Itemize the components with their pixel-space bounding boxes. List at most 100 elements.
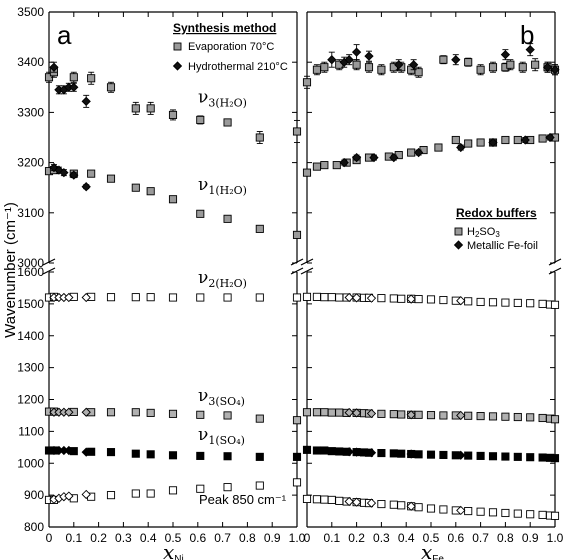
- data-point-diamond: [339, 157, 349, 168]
- legend-item-label-part: SO: [479, 226, 495, 238]
- data-point-square: [292, 452, 302, 461]
- data-point-diamond: [351, 408, 362, 418]
- x-axis-label: xFe: [421, 540, 444, 560]
- data-point-diamond: [64, 445, 74, 456]
- x-tick-label: 0.4: [398, 531, 415, 545]
- band-label: ν1(SO₄): [198, 425, 245, 447]
- data-point-square: [526, 299, 535, 308]
- data-point-square: [168, 451, 178, 460]
- panel-a-axis-break-mark: [290, 267, 304, 275]
- data-point-square: [146, 187, 155, 196]
- data-point-square: [501, 298, 510, 307]
- data-point-square: [255, 133, 264, 142]
- data-point-square: [476, 65, 485, 74]
- data-point-diamond: [500, 50, 511, 60]
- data-point-diamond: [413, 147, 424, 158]
- data-point-diamond: [545, 132, 555, 143]
- data-point-square: [513, 298, 522, 307]
- data-point-square: [106, 408, 116, 417]
- data-point-square: [131, 293, 140, 302]
- data-points: [44, 43, 560, 520]
- data-point-diamond: [456, 450, 466, 460]
- data-point-square: [146, 450, 155, 459]
- data-point-diamond: [344, 496, 354, 507]
- data-point-square: [87, 169, 96, 178]
- x-tick-label: 0.9: [522, 531, 539, 545]
- x-tick-label: 0.3: [373, 531, 390, 545]
- data-point-square: [526, 453, 535, 462]
- data-point-square: [526, 510, 535, 519]
- data-point-square: [513, 452, 522, 461]
- data-point-diamond: [351, 497, 362, 507]
- y-tick-label: 1100: [18, 424, 44, 438]
- legend-item-label-part: 3: [495, 230, 500, 239]
- legend-item-label-part: 2: [475, 230, 480, 239]
- data-point-square: [223, 483, 232, 492]
- data-point-square: [377, 449, 386, 458]
- data-point-square: [513, 509, 522, 518]
- data-point-square: [302, 445, 312, 454]
- data-point-square: [292, 230, 302, 239]
- data-point-square: [292, 416, 302, 425]
- data-point-diamond: [550, 65, 560, 75]
- data-point-square: [464, 58, 473, 67]
- data-point-square: [439, 411, 448, 420]
- data-point-square: [196, 293, 205, 302]
- data-point-square: [196, 451, 205, 460]
- data-point-square: [292, 478, 302, 487]
- data-point-square: [464, 297, 473, 306]
- data-point-square: [550, 300, 560, 309]
- data-point-square: [476, 507, 485, 516]
- data-point-square: [312, 446, 321, 455]
- data-point-square: [335, 496, 344, 505]
- data-point-square: [513, 412, 522, 422]
- data-point-square: [168, 409, 178, 418]
- data-point-square: [501, 135, 510, 145]
- panel-b-axis-break-mark: [300, 258, 314, 266]
- x-tick-label: 0.7: [472, 531, 489, 545]
- x-tick-label: 1.0: [547, 531, 564, 545]
- data-point-square: [131, 408, 140, 417]
- data-point-diamond: [366, 448, 377, 458]
- data-point-square: [335, 293, 344, 302]
- y-tick-label: 1000: [17, 456, 44, 470]
- data-point-square: [292, 293, 302, 302]
- data-point-square: [389, 500, 398, 509]
- text-labels: 3000310032003300340035008009001000110012…: [2, 5, 564, 560]
- data-point-diamond: [351, 293, 362, 303]
- series-metallic-fe-foil-v1-so4-: [344, 447, 466, 460]
- series-evaporation-70-c-v3-h2o-: [44, 66, 302, 144]
- data-point-square: [550, 454, 560, 463]
- data-point-square: [69, 73, 78, 82]
- x-tick-label: 0.4: [140, 531, 157, 545]
- data-point-square: [255, 224, 264, 233]
- data-point-square: [320, 293, 329, 302]
- y-tick-label: 3400: [17, 55, 44, 69]
- data-point-diamond: [81, 489, 91, 500]
- series-metallic-fe-foil-v2-h2o-: [344, 292, 466, 306]
- band-label-symbol: ν: [198, 425, 208, 445]
- data-point-diamond: [351, 447, 362, 457]
- data-point-diamond: [64, 292, 74, 303]
- data-point-square: [302, 494, 312, 504]
- axis-ticks: [48, 11, 556, 528]
- data-point-square: [506, 60, 515, 69]
- data-point-diamond: [344, 407, 354, 418]
- data-point-square: [312, 408, 321, 417]
- data-point-square: [352, 60, 361, 69]
- series-metallic-fe-foil-v1-h2o-: [339, 132, 555, 168]
- x-axis-label-main: x: [163, 540, 174, 560]
- data-point-square: [439, 296, 448, 305]
- y-tick-label: 3000: [17, 256, 44, 270]
- data-point-square: [476, 138, 485, 147]
- x-tick-label: 0.1: [65, 531, 82, 545]
- y-tick-label: 3100: [17, 206, 44, 220]
- x-axis-label-sub: Fe: [432, 554, 444, 560]
- data-point-square: [131, 449, 140, 458]
- data-point-square: [106, 491, 116, 500]
- data-point-square: [106, 83, 116, 92]
- data-point-square: [87, 74, 96, 83]
- band-label: ν1(H₂O): [198, 175, 247, 197]
- data-point-square: [426, 504, 436, 513]
